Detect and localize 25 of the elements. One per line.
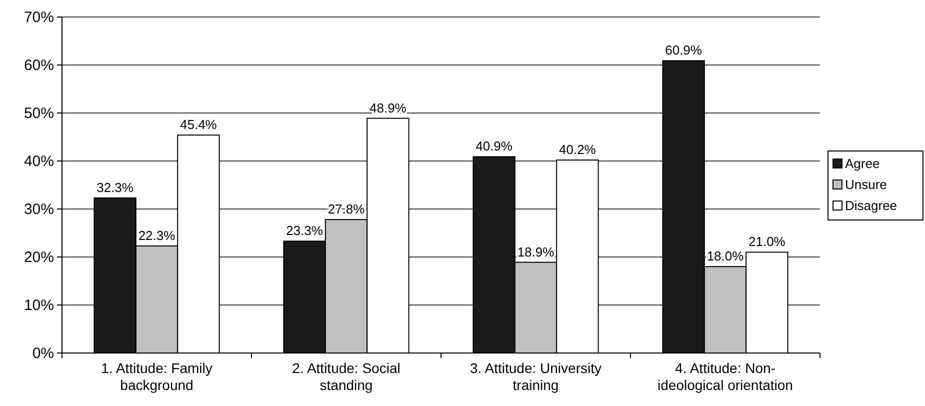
- y-tick-label: 20%: [24, 248, 54, 266]
- data-label: 18.9%: [517, 244, 555, 260]
- data-label: 40.2%: [559, 142, 596, 158]
- x-tick-label: 4. Attitude: Non-ideological orientation: [658, 360, 793, 393]
- y-tick-label: 60%: [24, 56, 54, 74]
- x-tick-label: 3. Attitude: University training: [470, 360, 602, 393]
- y-tick-label: 50%: [24, 104, 54, 122]
- legend-label: Unsure: [845, 177, 887, 192]
- y-tick-label: 10%: [24, 296, 54, 314]
- legend-label: Agree: [845, 156, 880, 171]
- data-label: 60.9%: [665, 42, 702, 58]
- data-label: 21.0%: [748, 234, 786, 250]
- data-label: 22.3%: [138, 228, 176, 243]
- legend-label: Disagree: [845, 198, 898, 213]
- data-label: 45.4%: [180, 117, 218, 132]
- y-tick-label: 0%: [32, 344, 54, 362]
- y-tick-label: 70%: [24, 8, 54, 26]
- data-label: 48.9%: [370, 100, 407, 116]
- data-label: 40.9%: [476, 138, 513, 154]
- data-label: 32.3%: [96, 180, 134, 195]
- y-tick-label: 40%: [24, 152, 54, 170]
- y-tick-label: 30%: [24, 200, 54, 218]
- data-label: 23.3%: [286, 223, 324, 238]
- x-tick-label: 1. Attitude: Family background: [101, 360, 212, 393]
- x-tick-label: 2. Attitude: Social standing: [292, 360, 400, 393]
